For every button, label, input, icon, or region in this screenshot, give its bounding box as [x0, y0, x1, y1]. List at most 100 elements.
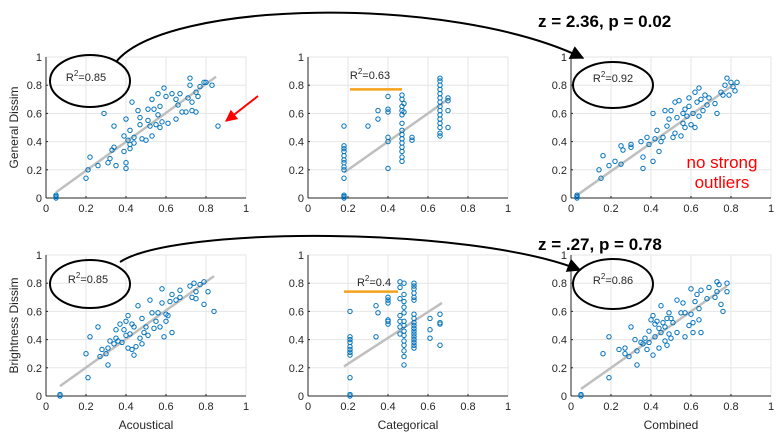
data-point [121, 148, 127, 155]
data-point [696, 305, 702, 312]
data-point [135, 303, 141, 309]
data-point [341, 160, 347, 166]
data-point [730, 83, 736, 90]
data-point [682, 106, 688, 112]
data-point [680, 110, 686, 117]
data-point [620, 147, 626, 153]
data-point [107, 338, 113, 344]
data-point [399, 127, 405, 134]
data-point [197, 83, 203, 90]
data-point [445, 98, 451, 104]
data-point [654, 127, 660, 134]
data-point [105, 345, 111, 351]
x-tick-label: 1 [243, 203, 249, 215]
data-point [612, 158, 618, 165]
x-axis-label: Acoustical [119, 418, 174, 432]
x-tick-label: 0.6 [158, 203, 173, 215]
data-point [157, 124, 163, 131]
data-point [600, 153, 606, 159]
data-point [165, 312, 171, 319]
data-point [157, 324, 163, 330]
data-point [111, 341, 117, 347]
data-point [111, 144, 117, 150]
x-tick-label: 0.4 [118, 203, 133, 215]
data-point [149, 310, 155, 316]
data-point [734, 79, 740, 86]
data-point [105, 362, 111, 368]
highlight-ellipse [572, 61, 654, 109]
data-point [155, 112, 161, 118]
data-point [650, 158, 656, 165]
data-point [121, 327, 127, 333]
data-point [694, 99, 700, 105]
data-point [401, 338, 407, 344]
y-tick-label: 0 [298, 391, 304, 403]
data-point [670, 134, 676, 141]
data-point [163, 318, 169, 324]
data-point [201, 279, 207, 285]
data-point [401, 291, 407, 298]
data-point [411, 297, 417, 303]
data-point [437, 311, 443, 317]
data-point [437, 342, 443, 348]
x-axis-label: Categorical [378, 418, 439, 432]
data-point [616, 346, 622, 353]
top-comparison-stat: z = 2.36, p = 0.02 [538, 12, 671, 31]
data-point [427, 327, 433, 333]
data-point [680, 120, 686, 126]
data-point [399, 154, 405, 160]
data-point [145, 117, 151, 124]
y-tick-label: 0.8 [289, 80, 304, 92]
data-point [401, 304, 407, 310]
data-point [373, 303, 379, 309]
data-point [347, 308, 353, 315]
y-tick-label: 0.2 [289, 363, 304, 375]
data-point [660, 134, 666, 141]
data-point [411, 339, 417, 346]
data-point [694, 291, 700, 298]
data-point [632, 336, 638, 343]
data-point [676, 98, 682, 104]
data-point [732, 88, 738, 94]
data-point [650, 352, 656, 358]
data-point [692, 298, 698, 305]
data-point [411, 331, 417, 337]
data-point [155, 310, 161, 316]
y-tick-label: 1 [298, 52, 304, 64]
data-point [640, 154, 646, 160]
data-point [401, 353, 407, 360]
data-point [686, 322, 692, 329]
data-point [187, 82, 193, 88]
x-tick-label: 0.2 [78, 401, 93, 413]
data-point [646, 141, 652, 148]
x-tick-label: 0 [568, 203, 574, 215]
x-tick-label: 0.2 [603, 401, 618, 413]
scatter-panel-6: 00 0.2 0.2 0.4 0.4 0.6 0.6 0.8 0.8 1 1 R2=0.86 Combi… [552, 250, 774, 432]
data-point [662, 324, 668, 330]
data-point [714, 110, 720, 117]
data-point [145, 332, 151, 339]
y-tick-label: 1 [36, 250, 42, 262]
data-point [99, 346, 105, 353]
data-point [606, 334, 612, 340]
r-squared-label: R2=0.63 [350, 67, 390, 82]
data-point [437, 78, 443, 84]
r-squared-label: R2=0.92 [593, 70, 633, 85]
y-tick-label: 0.2 [27, 363, 42, 375]
data-point [692, 124, 698, 131]
y-tick-label: 0.6 [289, 108, 304, 120]
data-point [674, 329, 680, 336]
data-point [131, 324, 137, 330]
data-point [127, 331, 133, 337]
data-point [155, 90, 161, 97]
data-point [642, 335, 648, 341]
data-point [145, 106, 151, 112]
outlier-note-line1: no strong [687, 153, 758, 172]
x-tick-label: 0.6 [158, 401, 173, 413]
data-point [347, 374, 353, 381]
data-point [409, 137, 415, 143]
data-point [698, 287, 704, 293]
data-point [193, 109, 199, 115]
data-point [600, 351, 606, 357]
y-tick-label: 0 [298, 193, 304, 205]
